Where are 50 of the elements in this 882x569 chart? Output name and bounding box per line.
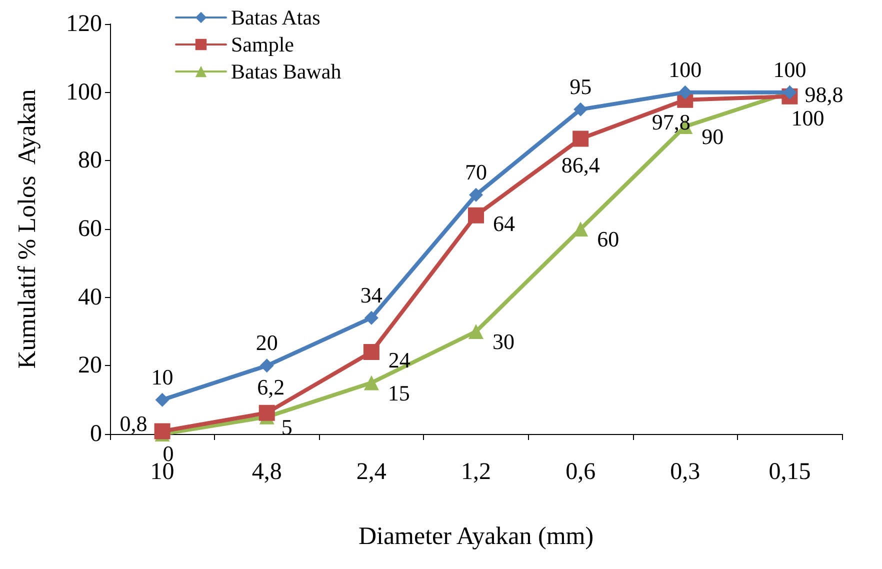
point [468,324,484,339]
data-label: 97,8 [652,109,690,134]
y-axis-title: Kumulatif % Lolos Ayakan [14,88,41,369]
x-tick-label: 4,8 [252,459,282,485]
point [155,392,170,407]
y-tick-label: 0 [90,421,102,447]
data-label: 86,4 [561,152,600,178]
data-label: 34 [360,282,382,308]
x-tick-label: 1,2 [461,459,491,485]
x-tick-label: 0,15 [768,459,811,485]
point [154,423,170,440]
data-label: 0,8 [120,410,148,436]
point [260,358,274,373]
point [364,310,378,325]
point [258,404,275,421]
data-label: 95 [570,74,592,99]
data-label: 60 [597,226,620,252]
y-tick-label: 60 [78,216,102,242]
point [468,207,484,224]
data-label: 6,2 [257,374,285,400]
data-label: 100 [791,105,824,130]
data-label: 70 [465,159,487,184]
legend-label: Batas Atas [231,6,320,30]
point [469,188,483,202]
x-tick-label: 2,4 [356,459,386,485]
point [572,130,589,147]
data-label: 64 [493,210,515,236]
data-label: 10 [151,364,174,390]
point [678,85,692,100]
data-label: 15 [388,380,410,406]
y-tick-label: 100 [66,79,102,106]
legend-label: Sample [231,32,294,56]
x-tick-label: 0,6 [566,459,596,485]
data-label: 100 [773,56,806,82]
y-tick-label: 120 [66,11,102,37]
data-label: 90 [702,124,724,149]
data-label: 24 [388,348,410,372]
data-label: 100 [668,56,702,82]
data-label: 98,8 [804,82,844,107]
data-label: 30 [492,329,514,354]
point [364,375,379,390]
x-tick-label: 0,3 [670,459,700,485]
legend-label: Batas Bawah [231,60,342,84]
y-tick-label: 80 [78,148,102,174]
point [363,344,380,360]
point [574,102,588,116]
y-tick-label: 40 [78,284,102,310]
data-label: 20 [256,330,278,356]
y-tick-label: 20 [78,352,102,379]
x-axis-title: Diameter Ayakan (mm) [358,523,594,550]
